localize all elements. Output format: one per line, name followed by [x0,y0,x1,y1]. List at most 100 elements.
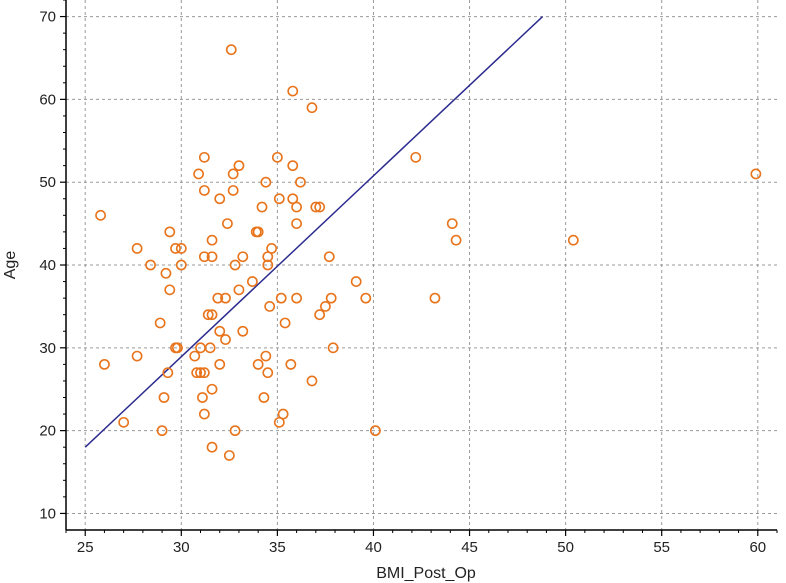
data-point [410,151,422,163]
y-tick-label: 70 [39,9,56,26]
data-point [229,259,241,271]
data-point [262,259,274,271]
x-tick-label: 30 [173,539,190,556]
data-point [291,218,302,229]
fit-line [84,16,544,448]
data-point [202,309,214,321]
data-point [306,375,318,387]
data-point [252,358,264,370]
data-point [258,392,270,403]
data-point [204,342,216,354]
data-point [233,160,245,172]
data-point [131,350,143,362]
y-tick-label: 10 [39,505,56,522]
data-point [172,342,183,354]
data-point [206,234,218,246]
y-tick-label: 50 [39,174,56,191]
data-point [275,292,287,304]
data-point [195,367,206,379]
fit-line-layer [84,16,544,448]
data-point [291,201,302,213]
data-point [262,367,274,379]
data-point [260,176,272,188]
data-point [320,301,331,312]
y-tick-label: 60 [39,91,56,108]
data-point [227,168,239,180]
data-point [450,234,462,246]
data-point [429,292,441,304]
data-point [314,201,326,213]
y-tick-label: 40 [39,257,56,274]
data-point [95,209,106,221]
data-point [264,301,276,312]
data-point [252,226,264,238]
data-point [131,243,143,254]
data-point [287,160,299,172]
data-point [277,408,289,420]
x-tick-label: 35 [269,539,286,556]
data-point [212,292,224,304]
data-point [446,218,458,229]
data-point [220,334,231,345]
data-point [222,218,233,229]
data-point [164,226,176,238]
data-point [198,367,210,379]
data-point [369,425,381,437]
data-point [256,201,268,213]
axes [60,0,778,536]
data-point [287,85,299,97]
data-point [206,383,218,395]
data-point [246,276,258,287]
data-point [189,350,201,362]
data-point [214,325,226,337]
data-point [237,251,249,263]
data-point [170,243,181,254]
data-point [206,441,218,453]
data-point [156,425,168,437]
data-point [227,185,239,196]
data-point [350,276,362,287]
data-point [285,358,297,370]
data-point [271,151,283,163]
data-point [206,251,218,263]
data-point [118,416,130,428]
data-point [291,292,302,304]
x-tick-label: 60 [749,539,766,556]
data-point [360,292,372,304]
x-tick-label: 40 [365,539,382,556]
x-tick-label: 55 [653,539,670,556]
x-tick-label: 25 [77,539,94,556]
data-point [214,193,226,205]
x-tick-label: 45 [461,539,478,556]
data-point [229,425,241,437]
data-point [273,193,285,205]
data-point [220,292,231,304]
x-tick-label: 50 [557,539,574,556]
y-tick-label: 30 [39,340,56,357]
data-point [198,151,210,163]
data-point [233,284,245,296]
data-point [198,185,210,196]
data-point [214,358,226,370]
data-point [223,450,235,461]
grid [66,0,777,530]
y-axis-label: Age [2,251,19,280]
tick-labels: 10 20 30 40 50 60 70 25 30 35 40 45 50 55 60 [39,9,766,556]
data-point [206,309,218,321]
data-point [310,201,322,213]
data-point [750,168,762,180]
data-point [325,292,337,304]
data-point [306,102,318,114]
data-point [327,342,339,354]
data-point [162,367,174,379]
data-point [237,325,249,337]
data-point [567,234,579,246]
data-point [323,251,335,263]
data-point [158,392,170,403]
data-points [95,44,762,461]
data-point [175,259,187,271]
data-point [225,44,237,56]
data-point [295,176,306,188]
data-point [191,367,203,379]
data-point [260,350,272,362]
